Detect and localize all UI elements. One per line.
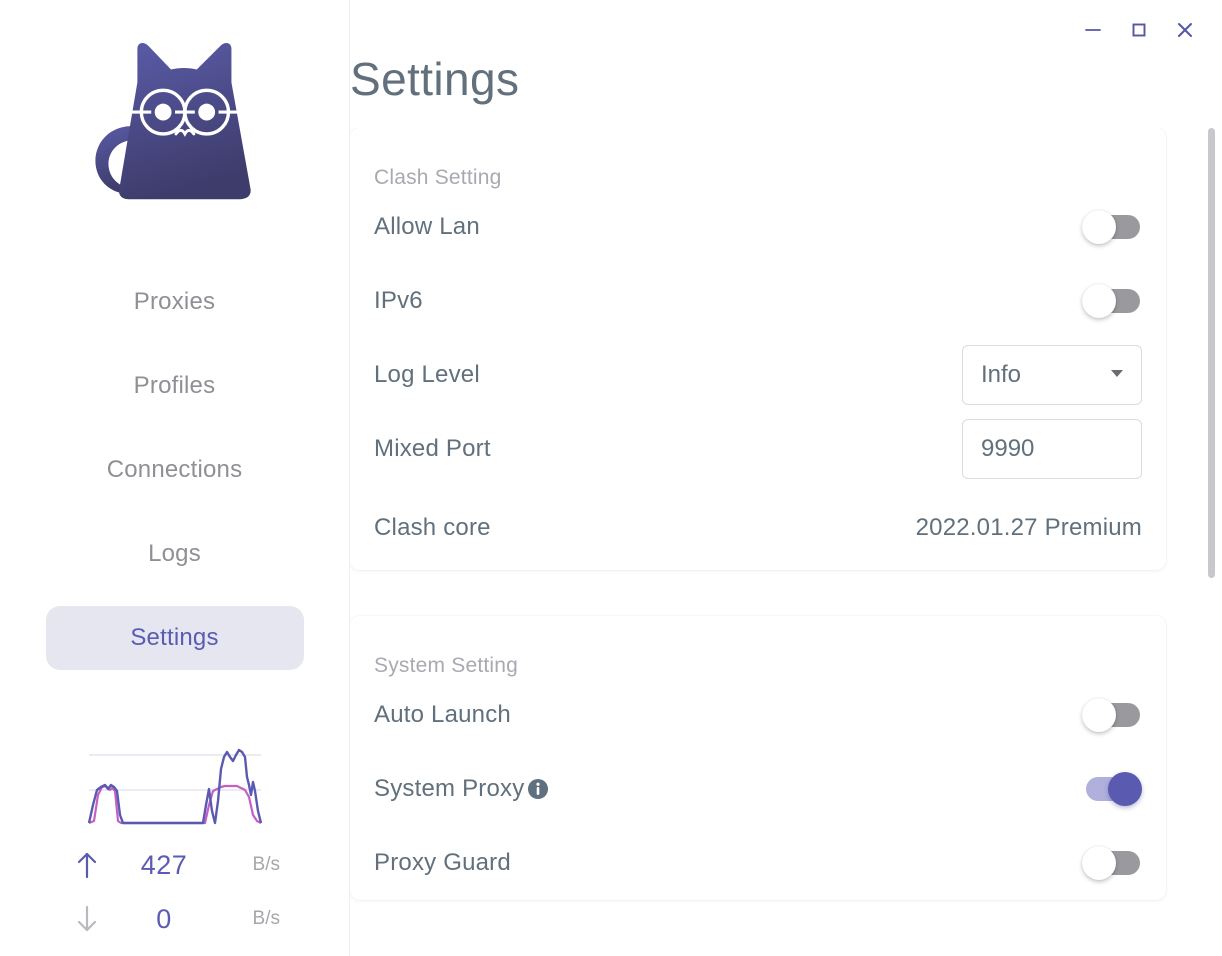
- proxy-guard-toggle[interactable]: [1082, 846, 1142, 880]
- toggle-thumb: [1108, 772, 1142, 806]
- sidebar-item-label: Connections: [106, 456, 243, 483]
- toggle-thumb: [1082, 284, 1116, 318]
- main-content: Settings Clash Setting Allow Lan IPv6: [350, 0, 1222, 956]
- traffic-sparkline-chart: [87, 748, 263, 825]
- page-title: Settings: [350, 53, 520, 105]
- window-controls: [1022, 0, 1222, 60]
- system-setting-card: System Setting Auto Launch System Proxy: [350, 616, 1166, 900]
- setting-label-wrap: System Proxy: [374, 775, 550, 803]
- setting-label: Clash core: [374, 514, 491, 541]
- chevron-down-icon: [1107, 363, 1127, 388]
- sidebar-item-profiles[interactable]: Profiles: [46, 354, 304, 418]
- traffic-widget: 427 B/s 0 B/s: [0, 735, 350, 956]
- ipv6-toggle[interactable]: [1082, 284, 1142, 318]
- setting-row-log-level: Log Level Info: [374, 338, 1142, 412]
- setting-row-clash-core: Clash core 2022.01.27 Premium: [374, 486, 1142, 570]
- cat-logo-icon: [94, 42, 251, 200]
- sidebar-item-logs[interactable]: Logs: [46, 522, 304, 586]
- toggle-thumb: [1082, 698, 1116, 732]
- vertical-scrollbar[interactable]: [1208, 128, 1215, 578]
- sidebar-item-label: Settings: [130, 624, 219, 651]
- card-title: Clash Setting: [374, 166, 502, 189]
- setting-label: Proxy Guard: [374, 849, 511, 876]
- close-button[interactable]: [1162, 10, 1208, 50]
- clash-setting-card: Clash Setting Allow Lan IPv6: [350, 128, 1166, 570]
- arrow-up-icon: [70, 850, 104, 880]
- log-level-select[interactable]: Info: [962, 345, 1142, 405]
- sidebar-item-label: Proxies: [133, 288, 216, 315]
- setting-label: Auto Launch: [374, 701, 511, 728]
- setting-label: Allow Lan: [374, 213, 480, 240]
- sidebar-item-settings[interactable]: Settings: [45, 606, 304, 670]
- upload-speed-unit: B/s: [252, 854, 280, 875]
- app-logo: [75, 22, 275, 222]
- setting-row-mixed-port: Mixed Port: [374, 412, 1142, 486]
- setting-label: System Proxy: [374, 775, 525, 802]
- toggle-thumb: [1082, 210, 1116, 244]
- card-title: System Setting: [374, 654, 519, 677]
- mixed-port-input[interactable]: [962, 419, 1142, 479]
- system-proxy-toggle[interactable]: [1082, 772, 1142, 806]
- log-level-value: Info: [981, 361, 1022, 388]
- setting-row-auto-launch: Auto Launch: [374, 678, 1142, 752]
- download-speed-unit: B/s: [252, 908, 280, 929]
- minimize-icon: [1085, 29, 1101, 31]
- maximize-button[interactable]: [1116, 10, 1162, 50]
- setting-row-allow-lan: Allow Lan: [374, 190, 1142, 264]
- setting-label: Log Level: [374, 361, 480, 388]
- toggle-thumb: [1082, 846, 1116, 880]
- clash-core-version: 2022.01.27 Premium: [915, 514, 1142, 541]
- sidebar-item-proxies[interactable]: Proxies: [46, 270, 304, 334]
- sidebar-item-connections[interactable]: Connections: [46, 438, 304, 502]
- close-icon: [1178, 23, 1192, 37]
- traffic-upload-row: 427 B/s: [70, 838, 280, 892]
- setting-label: IPv6: [374, 287, 423, 314]
- sidebar-nav: Proxies Profiles Connections Logs Settin…: [0, 270, 349, 690]
- minimize-button[interactable]: [1070, 10, 1116, 50]
- info-icon[interactable]: [526, 777, 550, 801]
- download-speed-value: 0: [156, 903, 172, 934]
- settings-scroll-area: Clash Setting Allow Lan IPv6: [350, 128, 1222, 956]
- allow-lan-toggle[interactable]: [1082, 210, 1142, 244]
- sidebar-item-label: Profiles: [133, 372, 216, 399]
- setting-row-system-proxy: System Proxy: [374, 752, 1142, 826]
- setting-label: Mixed Port: [374, 435, 491, 462]
- arrow-down-icon: [70, 904, 104, 934]
- sidebar-item-label: Logs: [148, 540, 201, 567]
- sidebar: Proxies Profiles Connections Logs Settin…: [0, 0, 350, 956]
- maximize-icon: [1132, 23, 1146, 37]
- auto-launch-toggle[interactable]: [1082, 698, 1142, 732]
- upload-speed-value: 427: [140, 849, 188, 880]
- traffic-download-row: 0 B/s: [70, 892, 280, 946]
- setting-row-ipv6: IPv6: [374, 264, 1142, 338]
- setting-row-proxy-guard: Proxy Guard: [374, 826, 1142, 900]
